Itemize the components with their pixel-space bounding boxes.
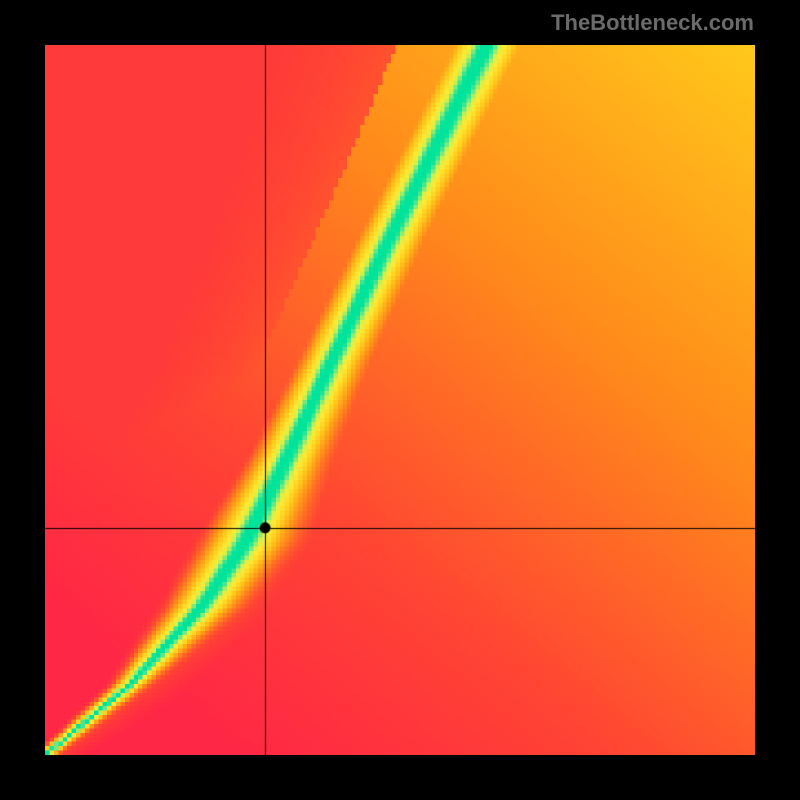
bottleneck-heatmap: [45, 45, 755, 755]
watermark-text: TheBottleneck.com: [551, 10, 754, 36]
chart-root: TheBottleneck.com: [0, 0, 800, 800]
